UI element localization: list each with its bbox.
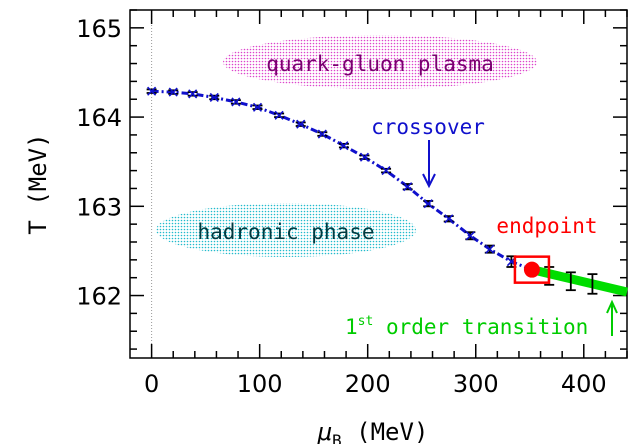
qgp-region [223, 35, 537, 89]
plot-frame [129, 9, 628, 359]
data-point [565, 271, 576, 292]
data-point [187, 89, 198, 99]
axis-ticks [130, 9, 628, 358]
hadronic-region [156, 203, 416, 257]
crossover-label: crossover [371, 115, 485, 139]
data-point [317, 129, 328, 139]
data-point [587, 273, 598, 295]
data-point [230, 97, 241, 107]
y-tick-label: 165 [76, 15, 122, 43]
first-order-arrow [606, 299, 618, 336]
data-point [338, 141, 349, 151]
y-tick-label: 163 [76, 193, 122, 221]
data-point [443, 214, 454, 224]
data-point [423, 199, 434, 209]
data-point [274, 110, 285, 120]
first-order-label: 1st order transition [345, 314, 588, 339]
x-tick-label: 400 [561, 370, 607, 398]
qgp-label: quark-gluon plasma [266, 52, 494, 76]
data-point [295, 119, 306, 129]
y-tick-label: 162 [76, 283, 122, 311]
endpoint-box [513, 255, 551, 284]
hadronic-label: hadronic phase [197, 220, 374, 244]
data-point [359, 152, 370, 162]
x-tick-label: 0 [144, 370, 159, 398]
x-tick-label: 300 [453, 370, 499, 398]
data-point [465, 231, 476, 241]
data-point [168, 87, 179, 97]
data-point [484, 244, 495, 254]
crossover-series [146, 86, 517, 268]
data-point [381, 166, 392, 176]
crossover-arrow [422, 140, 436, 189]
data-point [252, 102, 263, 112]
data-point [209, 92, 220, 103]
data-point [146, 86, 157, 96]
y-tick-labels: 162 163 164 165 [76, 15, 122, 311]
endpoint-marker [523, 261, 540, 278]
data-point [402, 182, 413, 192]
x-tick-labels: 0 100 200 300 400 [144, 370, 607, 398]
endpoint-label: endpoint [496, 214, 597, 238]
x-tick-label: 100 [237, 370, 283, 398]
x-axis-title: μB (MeV) [317, 418, 429, 444]
y-tick-label: 164 [76, 104, 122, 132]
x-tick-label: 200 [345, 370, 391, 398]
first-order-line [530, 265, 629, 297]
y-axis-title: T (MeV) [24, 133, 52, 234]
